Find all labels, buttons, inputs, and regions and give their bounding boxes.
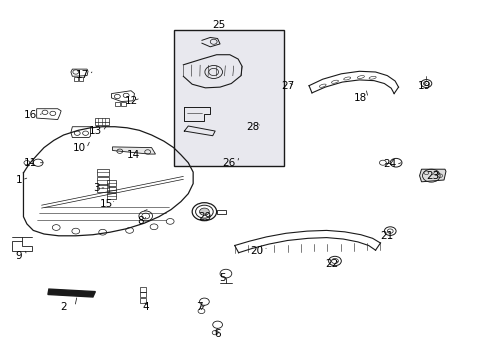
Text: 25: 25 (212, 20, 225, 30)
Text: 27: 27 (280, 81, 294, 91)
Bar (97, 169, 108, 176)
Text: 22: 22 (324, 258, 338, 269)
Bar (95, 118, 108, 125)
Text: 28: 28 (246, 122, 260, 132)
Text: 1: 1 (16, 175, 23, 185)
Text: 21: 21 (380, 231, 393, 241)
Text: 18: 18 (353, 93, 367, 103)
Text: 29: 29 (197, 212, 211, 222)
Bar (121, 102, 125, 106)
Bar (115, 102, 120, 106)
Text: 16: 16 (23, 110, 37, 120)
Circle shape (199, 208, 209, 215)
Bar (140, 298, 146, 303)
Bar (106, 180, 116, 186)
Text: 23: 23 (425, 171, 439, 181)
Text: 9: 9 (15, 251, 22, 261)
Bar (97, 177, 108, 184)
Bar (140, 287, 146, 292)
Text: 15: 15 (100, 199, 113, 210)
Text: 10: 10 (73, 143, 85, 153)
Text: 12: 12 (124, 96, 138, 106)
Text: 17: 17 (75, 70, 89, 80)
Text: 2: 2 (60, 302, 67, 312)
Text: 4: 4 (142, 302, 149, 312)
Bar (74, 77, 78, 81)
Polygon shape (48, 289, 95, 297)
Text: 5: 5 (219, 273, 225, 283)
Text: 8: 8 (137, 216, 144, 226)
Bar (97, 185, 108, 192)
Polygon shape (112, 147, 155, 154)
Text: 14: 14 (126, 150, 140, 160)
Text: 19: 19 (417, 81, 430, 91)
Text: 3: 3 (93, 183, 100, 193)
Text: 6: 6 (214, 329, 221, 339)
Text: 24: 24 (383, 159, 396, 169)
Text: 26: 26 (222, 158, 235, 168)
Text: 20: 20 (250, 246, 263, 256)
Bar (79, 77, 83, 81)
Bar (106, 187, 116, 192)
Polygon shape (419, 169, 445, 182)
Bar (140, 292, 146, 297)
Text: 13: 13 (88, 126, 102, 136)
Text: 7: 7 (196, 302, 203, 312)
Bar (173, 30, 283, 166)
Text: 11: 11 (23, 158, 37, 168)
Bar (106, 193, 116, 199)
